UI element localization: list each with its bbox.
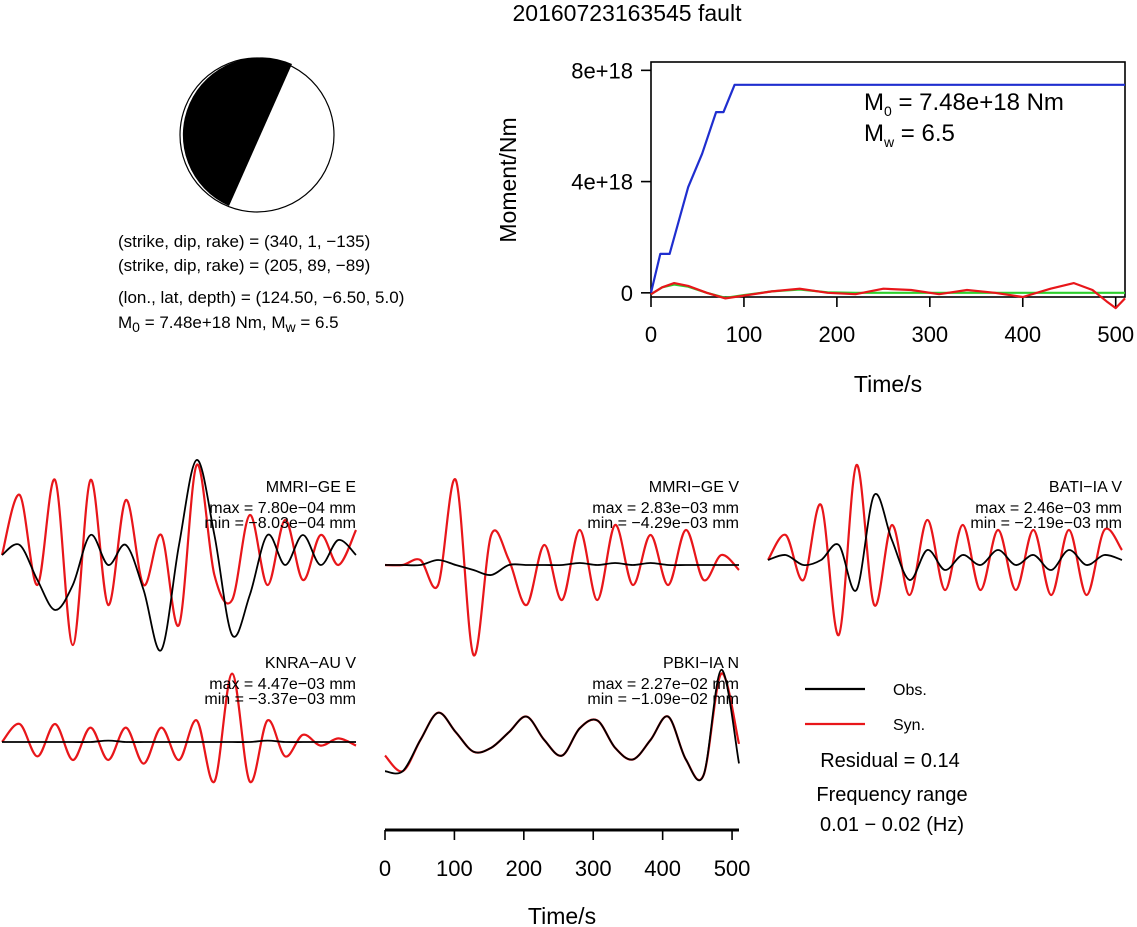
moment-magnitude-line: M0 = 7.48e+18 Nm, Mw = 6.5 (118, 313, 339, 335)
station-name: BATI−IA V (1049, 479, 1122, 496)
waveform-x-tick-label: 100 (436, 856, 473, 881)
station-min: min = −8.03e−04 mm (204, 515, 356, 532)
moment-x-tick-label: 200 (819, 322, 856, 347)
station-min: min = −1.09e−02 mm (587, 691, 739, 708)
legend: Obs. Syn. (805, 682, 927, 734)
station-max: max = 2.83e−03 mm (592, 500, 739, 517)
legend-syn-label: Syn. (893, 717, 925, 734)
station-name: MMRI−GE E (266, 479, 356, 496)
observed-trace (1, 459, 357, 652)
waveform-x-tick-label: 400 (644, 856, 681, 881)
waveform-x-tick-label: 0 (379, 856, 391, 881)
station-name: MMRI−GE V (649, 479, 740, 496)
moment-series-blue (649, 83, 1125, 294)
hypocenter: (lon., lat, depth) = (124.50, −6.50, 5.0… (118, 288, 404, 307)
moment-x-tick-label: 400 (1004, 322, 1041, 347)
observed-trace (384, 668, 740, 782)
figure-title: 20160723163545 fault (513, 0, 743, 26)
moment-x-axis-label: Time/s (854, 371, 922, 397)
moment-series-red (650, 282, 1126, 310)
station-max: max = 2.27e−02 mm (592, 676, 739, 693)
nodal-plane-2: (strike, dip, rake) = (205, 89, −89) (118, 256, 370, 275)
station-min: min = −2.19e−03 mm (970, 515, 1122, 532)
station-min: min = −3.37e−03 mm (204, 691, 356, 708)
moment-y-tick-label: 4e+18 (571, 170, 633, 195)
beachball (179, 57, 335, 213)
moment-chart: 0 4e+18 8e+18 0 100 200 300 400 500 Moment/Nm T… (495, 58, 1134, 397)
waveform-x-tick-label: 200 (505, 856, 542, 881)
residual-text: Residual = 0.14 (820, 750, 960, 772)
observed-trace (384, 559, 739, 576)
frequency-range-label: Frequency range (816, 784, 967, 806)
station-max: max = 2.46e−03 mm (975, 500, 1122, 517)
nodal-plane-1: (strike, dip, rake) = (340, 1, −135) (118, 232, 370, 251)
mechanism-info: (strike, dip, rake) = (340, 1, −135) (st… (118, 232, 404, 335)
synthetic-trace (767, 463, 1123, 637)
moment-x-tick-label: 0 (645, 322, 657, 347)
synthetic-trace (0, 463, 358, 647)
station-max: max = 7.80e−04 mm (209, 500, 356, 517)
moment-series-green (650, 283, 1125, 299)
waveform-x-tick-label: 500 (714, 856, 751, 881)
moment-x-tick-label: 300 (911, 322, 948, 347)
moment-y-tick-label: 0 (621, 281, 633, 306)
moment-m0-annotation: M0 = 7.48e+18 Nm (864, 89, 1064, 119)
waveform-x-tick-label: 300 (575, 856, 612, 881)
moment-mw-annotation: Mw = 6.5 (864, 120, 955, 150)
moment-y-axis-label: Moment/Nm (495, 117, 521, 242)
station-min: min = −4.29e−03 mm (587, 515, 739, 532)
station-max: max = 4.47e−03 mm (209, 676, 356, 693)
synthetic-trace (384, 478, 740, 657)
waveform-time-axis: 0 100 200 300 400 500 Time/s (379, 828, 751, 927)
observed-trace (1, 739, 356, 743)
observed-trace (767, 492, 1123, 592)
station-name: PBKI−IA N (663, 655, 739, 672)
legend-obs-label: Obs. (893, 682, 927, 699)
moment-chart-frame (650, 61, 1126, 298)
station-name: KNRA−AU V (265, 655, 356, 672)
waveform-x-axis-label: Time/s (528, 903, 596, 927)
frequency-range-value: 0.01 − 0.02 (Hz) (820, 814, 964, 836)
beachball-compression-quadrant (182, 57, 292, 206)
moment-x-tick-label: 500 (1097, 322, 1134, 347)
moment-x-tick-label: 100 (726, 322, 763, 347)
moment-y-tick-label: 8e+18 (571, 58, 633, 83)
